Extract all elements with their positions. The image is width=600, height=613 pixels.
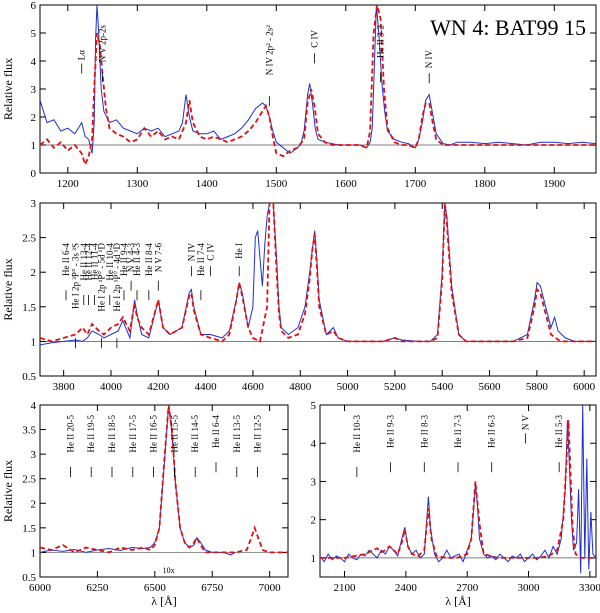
line-annotation: He II 14-5	[190, 415, 200, 453]
y-tick-label: 1.5	[22, 302, 36, 314]
line-annotation: N V 7-6	[153, 243, 163, 273]
y-tick-label: 3	[31, 84, 37, 96]
line-annotation: Lα	[77, 50, 87, 60]
y-tick-label: 5	[31, 28, 37, 40]
panel-optical: 3800 4000 4200 4400 4600 4800 5000 5200 5400 5600…	[1, 198, 596, 393]
y-tick-label: 2	[31, 498, 37, 510]
y-tick-label: 3	[311, 476, 317, 488]
line-annotation: He II 10-3	[352, 415, 362, 453]
line-annotation: He II 8-3	[419, 415, 429, 448]
y-tick-label: 0.5	[22, 572, 36, 584]
x-tick-label: 2700	[456, 582, 479, 594]
x-tick-label: 5800	[526, 381, 549, 393]
panel-ir: 2100 2400 2700 3000 3300 1 2 3 4 5 λ [Å] He II 10-3…	[311, 400, 600, 608]
line-annotation: C IV	[310, 30, 320, 48]
y-tick-label: 2.5	[22, 233, 36, 245]
y-tick-label: 3	[31, 198, 37, 210]
y-axis-label: Relative flux	[1, 460, 15, 522]
line-annotation: C IV	[205, 243, 215, 261]
x-tick-label: 2100	[334, 582, 357, 594]
series-model-line	[40, 405, 288, 552]
x-tick-label: 4600	[242, 381, 265, 393]
x-tick-label: 5400	[431, 381, 454, 393]
y-tick-label: 1	[31, 140, 37, 152]
x-tick-label: 3300	[579, 582, 600, 594]
y-tick-label: 4	[311, 438, 317, 450]
x-tick-label: 3800	[53, 381, 76, 393]
x-tick-label: 1500	[265, 178, 288, 190]
x-tick-label: 6750	[201, 582, 224, 594]
y-tick-label: 4	[31, 56, 37, 68]
y-axis-label: Relative flux	[1, 58, 15, 120]
y-tick-label: 6	[31, 0, 37, 12]
x-tick-label: 5200	[384, 381, 407, 393]
line-annotation: N V	[520, 415, 530, 431]
y-tick-label: 1.5	[22, 523, 36, 535]
y-tick-label: 2	[31, 267, 37, 279]
x-tick-label: 6000	[573, 381, 596, 393]
y-tick-label: 4	[31, 400, 37, 412]
y-tick-label: 1	[311, 553, 317, 565]
y-tick-label: 2.5	[22, 474, 36, 486]
x-tick-label: 4400	[195, 381, 218, 393]
line-annotation: N V 2p-2s	[98, 25, 108, 63]
x-axis-label: λ [Å]	[151, 594, 176, 608]
line-annotation: He II 5-3	[554, 415, 564, 448]
line-annotation: He I	[234, 243, 244, 259]
line-annotation: He II 6-4	[211, 415, 221, 448]
x-tick-label: 1600	[335, 178, 358, 190]
inset-label: 10x	[163, 566, 175, 575]
line-annotation: N IV 2p² - 2s²	[264, 25, 274, 76]
y-axis-label: Relative flux	[1, 258, 15, 320]
x-axis-label: λ [Å]	[445, 594, 470, 608]
line-annotation: He II 7-3	[453, 415, 463, 448]
line-annotation: He II 16-5	[149, 415, 159, 453]
y-tick-label: 5	[311, 400, 317, 412]
line-annotation: He II 19-5	[86, 415, 96, 453]
y-tick-label: 0.5	[22, 371, 36, 383]
x-tick-label: 7000	[259, 582, 282, 594]
line-annotation: He II 18-5	[107, 415, 117, 453]
line-annotation: He II 4-3	[132, 243, 142, 276]
x-tick-label: 6500	[144, 582, 167, 594]
x-tick-label: 4800	[289, 381, 312, 393]
line-annotation: He II 13-5	[232, 415, 242, 453]
y-tick-label: 3.5	[22, 425, 36, 437]
y-tick-label: 1	[31, 547, 37, 559]
panel-uv: 1200 1300 1400 1500 1600 1700 1800 1900 0 1 2 3 4 5 6 R…	[1, 0, 596, 190]
figure-title: WN 4: BAT99 15	[430, 15, 586, 40]
x-tick-label: 3000	[518, 582, 541, 594]
line-annotation: He II 3-2	[376, 25, 386, 58]
x-tick-label: 4200	[147, 381, 170, 393]
line-annotation: He II 17-5	[128, 415, 138, 453]
x-tick-label: 4000	[100, 381, 123, 393]
x-tick-label: 6250	[86, 582, 109, 594]
x-tick-label: 1200	[57, 178, 80, 190]
x-tick-label: 1400	[196, 178, 219, 190]
line-annotation: He II 12-5	[253, 415, 263, 453]
line-annotation: N IV	[424, 50, 434, 69]
y-tick-label: 1	[31, 336, 37, 348]
x-tick-label: 1800	[474, 178, 497, 190]
y-tick-label: 3	[31, 449, 37, 461]
y-tick-label: 2	[31, 112, 37, 124]
y-tick-label: 0	[31, 168, 37, 180]
x-tick-label: 5000	[337, 381, 360, 393]
line-annotation: He II 20-5	[65, 415, 75, 453]
x-tick-label: 1300	[126, 178, 149, 190]
line-annotation: He II 6-3	[487, 415, 497, 448]
x-tick-label: 2400	[395, 582, 418, 594]
x-tick-label: 1900	[543, 178, 566, 190]
x-tick-label: 5600	[479, 381, 502, 393]
line-annotation: He II 15-5	[169, 415, 179, 453]
line-annotation: He II 9-3	[386, 415, 396, 448]
x-tick-label: 1700	[404, 178, 427, 190]
y-tick-label: 2	[311, 515, 317, 527]
